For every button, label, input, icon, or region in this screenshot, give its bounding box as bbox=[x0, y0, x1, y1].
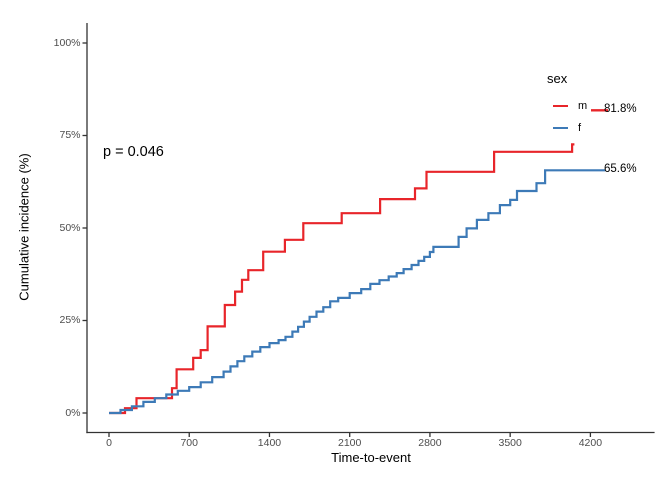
x-tick-label: 3500 bbox=[498, 437, 522, 449]
legend-swatch-m bbox=[553, 104, 568, 108]
series-path-m bbox=[109, 143, 575, 415]
end-label-m: 81.8% bbox=[604, 103, 637, 116]
y-tick-label: 100% bbox=[53, 36, 81, 49]
y-tick-label: 75% bbox=[59, 129, 81, 141]
legend-title: sex bbox=[547, 71, 568, 86]
x-tick-label: 2100 bbox=[338, 437, 362, 449]
x-tick-label: 700 bbox=[180, 437, 198, 449]
y-tick-label: 0% bbox=[65, 406, 81, 419]
series-path-f bbox=[109, 169, 606, 415]
y-axis-title: Cumulative incidence (%) bbox=[16, 153, 32, 301]
legend-item-f: f bbox=[547, 117, 587, 139]
legend-swatch-f bbox=[553, 126, 568, 130]
p-value-annotation: p = 0.046 bbox=[103, 144, 164, 160]
legend-label: m bbox=[578, 100, 588, 112]
legend-label: f bbox=[578, 122, 582, 134]
x-tick-label: 2800 bbox=[418, 437, 442, 449]
x-tick-label: 4200 bbox=[578, 437, 603, 449]
x-tick-label: 1400 bbox=[257, 437, 282, 449]
y-tick-label: 50% bbox=[59, 221, 81, 234]
legend-item-m: m bbox=[547, 95, 587, 117]
end-label-f: 65.6% bbox=[604, 163, 637, 176]
y-tick-label: 25% bbox=[59, 314, 81, 326]
x-tick-label: 0 bbox=[106, 437, 112, 449]
x-axis-title: Time-to-event bbox=[331, 450, 411, 465]
